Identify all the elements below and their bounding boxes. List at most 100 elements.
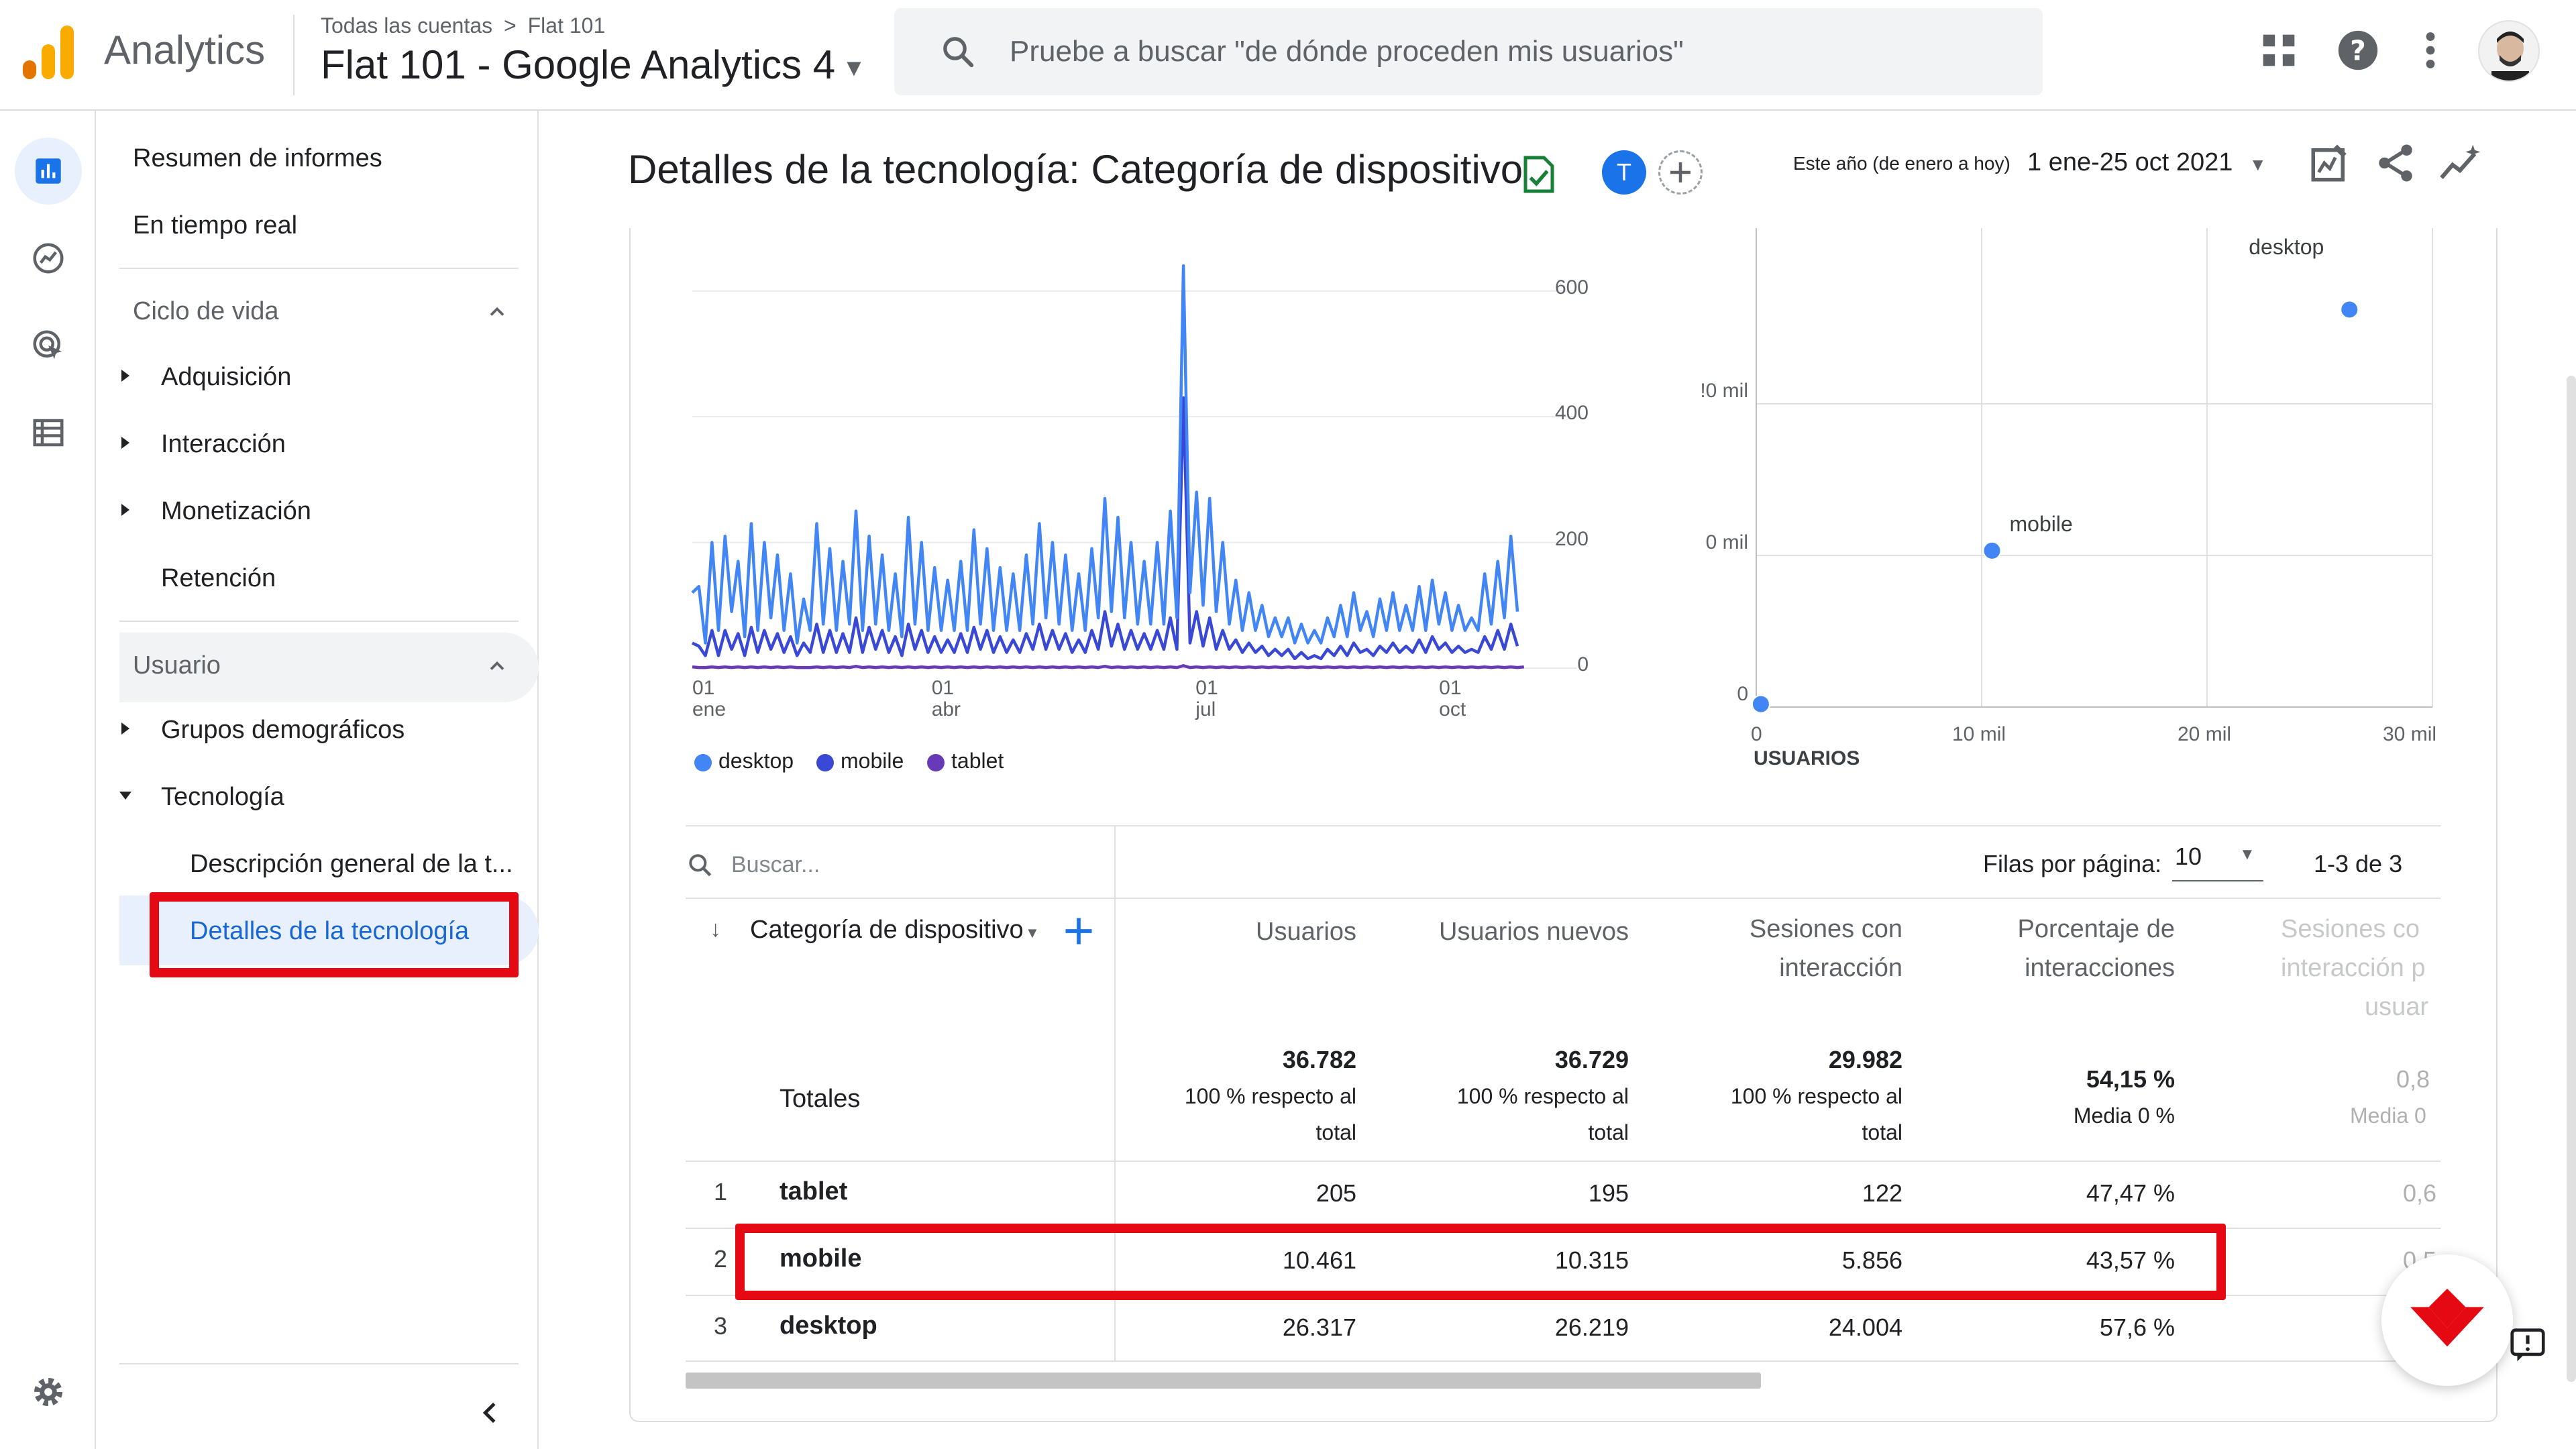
- totals-pct: total: [1316, 1120, 1356, 1144]
- brand-widget-button[interactable]: [2381, 1254, 2513, 1386]
- y-tick-label: 400: [1554, 402, 1589, 425]
- apps-grid-icon[interactable]: [2255, 27, 2302, 74]
- col-header-engagement-rate[interactable]: Porcentaje de interacciones: [1919, 910, 2176, 987]
- totals-avg: Media 0: [2350, 1104, 2426, 1128]
- line-chart-series: [691, 264, 1525, 669]
- breadcrumb-account[interactable]: Flat 101: [527, 13, 606, 38]
- col-header-line: Sesiones con: [1749, 915, 1902, 943]
- add-comparison-button[interactable]: [1658, 150, 1703, 195]
- legend-dot: [694, 753, 712, 771]
- row-dimension[interactable]: mobile: [780, 1244, 862, 1273]
- cell-users: 205: [1316, 1179, 1356, 1207]
- x-tick-month: abr: [931, 698, 961, 720]
- nav-item-acquisition[interactable]: Adquisición: [161, 363, 292, 391]
- legend-mobile[interactable]: mobile: [816, 749, 904, 773]
- report-status-icon[interactable]: [1521, 154, 1556, 195]
- row-dimension[interactable]: tablet: [780, 1177, 848, 1205]
- collapse-nav-icon[interactable]: [475, 1397, 506, 1428]
- nav-item-report-summary[interactable]: Resumen de informes: [133, 144, 382, 172]
- settings-nav-button[interactable]: [15, 1358, 82, 1426]
- cell-new-users: 10.315: [1554, 1246, 1629, 1274]
- property-selector[interactable]: Flat 101 - Google Analytics 4 ▼: [321, 42, 866, 88]
- x-tick-month: oct: [1439, 698, 1466, 720]
- totals-value: 36.782: [1282, 1046, 1356, 1073]
- reports-nav-button[interactable]: [15, 138, 82, 205]
- scatter-chart[interactable]: [1744, 228, 2449, 724]
- pagination-info: 1-3 de 3: [2314, 850, 2403, 877]
- nav-section-user[interactable]: Usuario: [133, 651, 221, 680]
- point-label-mobile: mobile: [2009, 511, 2073, 536]
- breadcrumb-root[interactable]: Todas las cuentas: [321, 13, 493, 38]
- search-bar[interactable]: Pruebe a buscar "de dónde proceden mis u…: [894, 8, 2043, 95]
- expand-arrow-icon[interactable]: [121, 722, 129, 735]
- help-icon[interactable]: ?: [2334, 27, 2381, 74]
- totals-engaged: 29.982 100 % respecto al total: [1650, 1042, 1902, 1150]
- nav-item-tech[interactable]: Tecnología: [161, 783, 284, 811]
- table-search-input[interactable]: Buscar...: [731, 852, 820, 877]
- col-header-engaged-sessions[interactable]: Sesiones con interacción: [1650, 910, 1902, 987]
- cell-users: 10.461: [1282, 1246, 1356, 1274]
- nav-item-tech-overview[interactable]: Descripción general de la t...: [190, 850, 513, 878]
- nav-item-tech-details[interactable]: Detalles de la tecnología: [190, 917, 470, 945]
- nav-item-monetization[interactable]: Monetización: [161, 497, 311, 525]
- chevron-up-icon[interactable]: [485, 654, 509, 678]
- line-chart[interactable]: [691, 228, 1610, 678]
- series-line-mobile: [692, 396, 1519, 661]
- totals-value: 54,15 %: [2086, 1065, 2175, 1093]
- point-mobile: [1982, 541, 2002, 560]
- col-header-users[interactable]: Usuarios: [1256, 918, 1356, 946]
- row-dimension[interactable]: desktop: [780, 1311, 877, 1340]
- chevron-down-icon[interactable]: ▼: [1025, 924, 1040, 941]
- rows-per-page-select[interactable]: 10 ▼: [2172, 843, 2263, 881]
- avatar[interactable]: [2478, 20, 2540, 82]
- explore-nav-button[interactable]: [15, 225, 82, 292]
- target-cursor-icon: [33, 330, 62, 360]
- col-header-line: interacción: [1779, 954, 1902, 982]
- col-header-line: Sesiones co: [2281, 915, 2420, 943]
- sort-arrow-icon[interactable]: ↓: [710, 916, 721, 942]
- analytics-logo[interactable]: [23, 25, 74, 79]
- property-name: Flat 101 - Google Analytics 4: [321, 42, 836, 87]
- date-preset[interactable]: Este año (de enero a hoy): [1793, 153, 2010, 174]
- expand-arrow-icon[interactable]: [121, 370, 129, 382]
- totals-pct: total: [1588, 1120, 1629, 1144]
- feedback-icon[interactable]: [2507, 1325, 2548, 1366]
- cell-users: 26.317: [1282, 1313, 1356, 1341]
- date-range-selector[interactable]: 1 ene-25 oct 2021 ▼: [2027, 148, 2267, 177]
- horizontal-scrollbar[interactable]: [686, 1373, 1761, 1389]
- share-icon[interactable]: [2373, 141, 2418, 185]
- point-desktop: [2340, 300, 2359, 319]
- legend-desktop[interactable]: desktop: [694, 749, 794, 773]
- nav-item-realtime[interactable]: En tiempo real: [133, 211, 298, 239]
- nav-section-lifecycle[interactable]: Ciclo de vida: [133, 297, 279, 325]
- row-index: 2: [714, 1245, 728, 1273]
- breadcrumb[interactable]: Todas las cuentas > Flat 101: [321, 13, 605, 38]
- svg-text:?: ?: [2350, 35, 2366, 67]
- dimension-header[interactable]: Categoría de dispositivo: [750, 916, 1024, 944]
- customize-report-icon[interactable]: [2308, 141, 2352, 185]
- nav-section-user-bg: [119, 633, 539, 702]
- more-vert-icon[interactable]: [2407, 27, 2454, 74]
- chevron-up-icon[interactable]: [485, 300, 509, 324]
- y-tick-label: 0: [1737, 683, 1748, 705]
- comparison-badge[interactable]: T: [1602, 150, 1646, 195]
- chevron-down-icon: ▼: [2239, 845, 2255, 863]
- nav-item-demographics[interactable]: Grupos demográficos: [161, 716, 405, 744]
- search-input[interactable]: Pruebe a buscar "de dónde proceden mis u…: [1010, 35, 1684, 68]
- expand-arrow-icon[interactable]: [121, 504, 129, 516]
- highlight-box: [735, 1224, 2226, 1300]
- legend-tablet[interactable]: tablet: [927, 749, 1004, 773]
- col-header-engaged-per-user[interactable]: Sesiones co interacción p usuar: [2214, 910, 2435, 1026]
- insights-icon[interactable]: [2438, 141, 2482, 185]
- search-icon[interactable]: [686, 851, 715, 880]
- expand-arrow-icon[interactable]: [121, 437, 129, 449]
- add-dimension-button[interactable]: [1061, 914, 1096, 949]
- configure-nav-button[interactable]: [15, 399, 82, 466]
- vertical-scrollbar[interactable]: [2567, 376, 2576, 1382]
- nav-item-retention[interactable]: Retención: [161, 564, 276, 592]
- col-header-new-users[interactable]: Usuarios nuevos: [1438, 918, 1629, 946]
- x-tick-day: 01: [1195, 677, 1218, 699]
- nav-item-engagement[interactable]: Interacción: [161, 430, 286, 458]
- collapse-arrow-icon[interactable]: [119, 792, 131, 800]
- advertising-nav-button[interactable]: [15, 312, 82, 379]
